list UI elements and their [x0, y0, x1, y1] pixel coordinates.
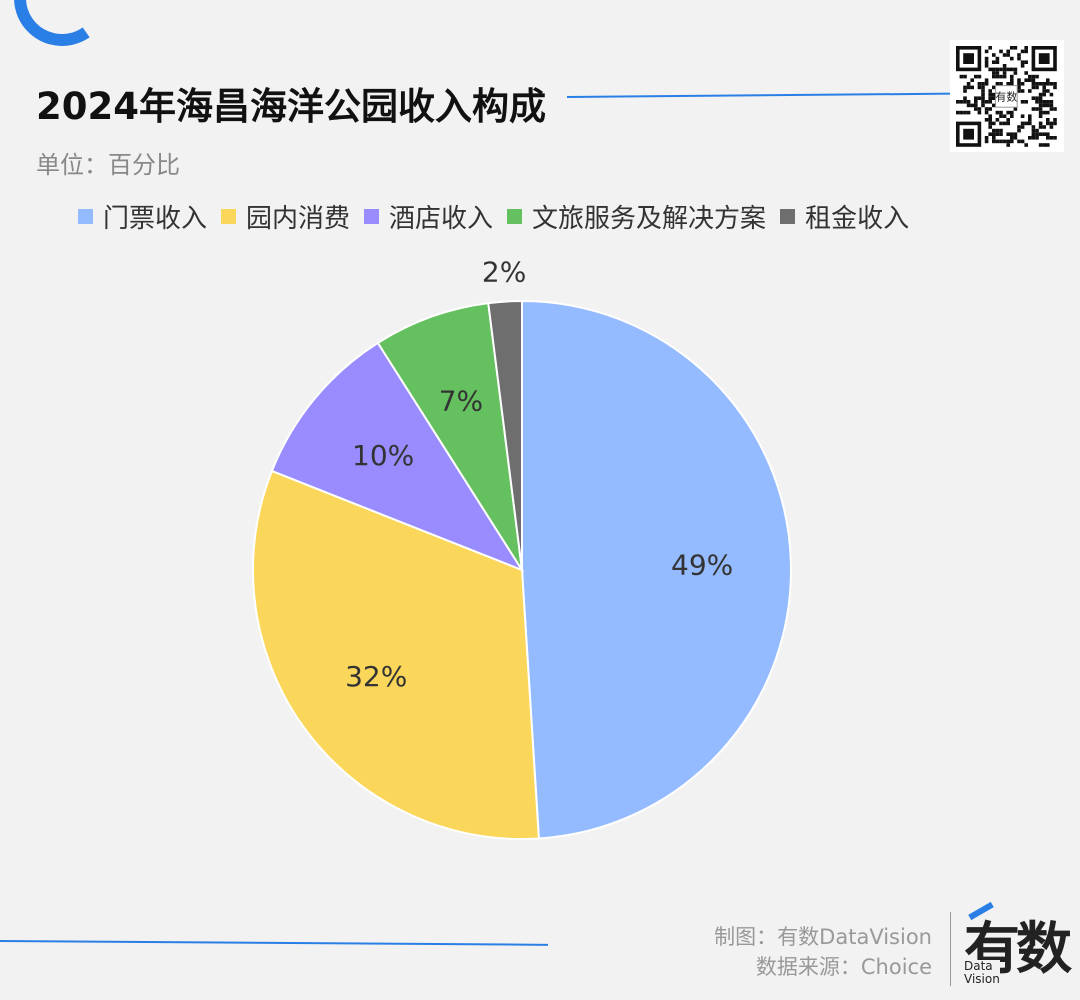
legend-item: 文旅服务及解决方案 [507, 198, 766, 235]
qr-code-icon: 有数 [956, 46, 1057, 147]
legend-label: 租金收入 [805, 204, 910, 234]
brand-sub-text: Data Vision [964, 960, 1000, 986]
pie-slice [487, 299, 523, 571]
legend-swatch [780, 209, 796, 224]
qr-center-label: 有数 [995, 90, 1017, 104]
made-by: 制图：有数DataVision [714, 925, 932, 949]
slice-data-label: 2% [482, 256, 526, 289]
brand-line2: Vision [964, 972, 1000, 986]
pie-slice [252, 469, 540, 840]
title-underline [566, 92, 951, 98]
slice-data-label: 7% [439, 384, 483, 417]
pie-slice [376, 302, 523, 571]
legend-label: 文旅服务及解决方案 [532, 204, 767, 234]
legend-swatch [507, 209, 523, 224]
brand-line1: Data [964, 959, 993, 973]
legend-swatch [221, 209, 237, 224]
slice-data-label: 49% [671, 548, 733, 581]
chart-title: 2024年海昌海洋公园收入构成 [36, 85, 546, 128]
corner-arc-decoration [6, 0, 118, 54]
legend-item: 园内消费 [221, 198, 350, 235]
legend-item: 酒店收入 [364, 198, 493, 235]
legend-label: 酒店收入 [389, 204, 494, 234]
unit-label: 单位：百分比 [36, 151, 180, 179]
legend-label: 门票收入 [103, 204, 208, 234]
pie-chart: 49% 32% 10% 7% 2% [252, 256, 792, 840]
qr-code: 有数 [950, 40, 1064, 152]
pie-slice [270, 341, 525, 573]
legend-item: 租金收入 [780, 198, 909, 235]
legend-label: 园内消费 [246, 204, 351, 234]
legend-swatch [78, 209, 93, 224]
credit: 制图：有数DataVision 数据来源：Choice [714, 922, 932, 982]
data-source: 数据来源：Choice [755, 955, 932, 979]
pie-slice [521, 299, 792, 840]
footer-divider [950, 912, 951, 986]
legend-swatch [364, 209, 380, 224]
legend-item: 门票收入 [78, 198, 207, 235]
bottom-line [0, 940, 548, 946]
brand-logo: 有数 Data Vision [964, 901, 1072, 994]
slice-data-label: 10% [352, 439, 414, 472]
slice-data-label: 32% [345, 660, 407, 693]
legend: 门票收入 园内消费 酒店收入 文旅服务及解决方案 租金收入 [78, 198, 923, 235]
